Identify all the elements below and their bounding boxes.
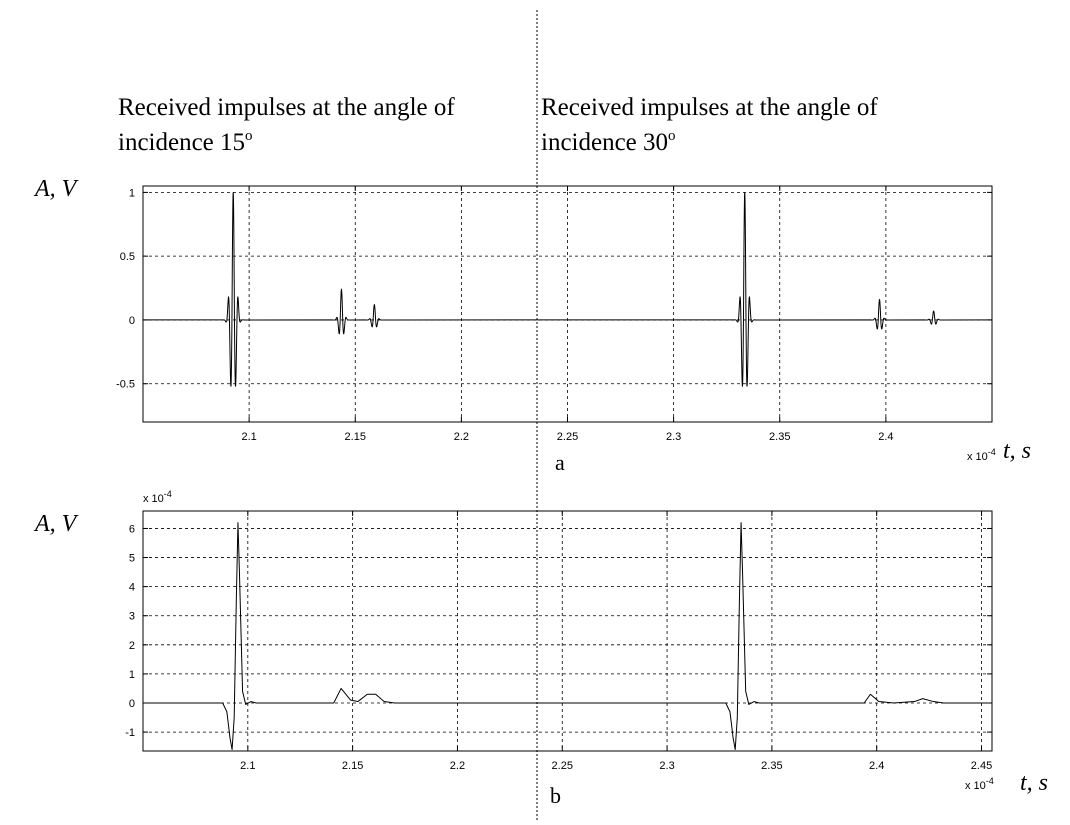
panel-b-ylabel: A, V [33, 511, 79, 537]
caption-left-line2: incidence 15o [118, 128, 253, 156]
panel-a-letter: a [555, 450, 565, 475]
panel-b-y-multiplier: x 10-4 [143, 489, 172, 505]
panel-a-grid [143, 186, 992, 422]
y-tick-label: 4 [129, 582, 135, 594]
panel-a-ylabel: A, V [33, 176, 79, 202]
y-tick-label: 3 [129, 611, 135, 623]
x-tick-label: 2.35 [769, 431, 790, 443]
panel-b-letter: b [550, 783, 561, 808]
caption-right-line2: incidence 30o [541, 128, 676, 156]
panel-a-xlabel: t, s [1003, 438, 1031, 464]
x-tick-label: 2.25 [557, 431, 578, 443]
panel-b-x-multiplier: x 10-4 [965, 776, 994, 792]
caption-right-line1: Received impulses at the angle of [541, 94, 878, 121]
y-tick-label: 5 [129, 553, 135, 565]
panel-a-ticks: 2.1 2.15 2.2 2.25 2.3 2.35 2.4 -0.5 0 0.5 1 [116, 186, 992, 443]
y-tick-label: 1 [129, 187, 135, 199]
envelope-line [143, 522, 992, 751]
panel-b-xlabel: t, s [1020, 770, 1048, 796]
y-tick-label: 6 [129, 523, 135, 535]
x-tick-label: 2.15 [342, 760, 363, 772]
x-tick-label: 2.15 [345, 431, 366, 443]
x-tick-label: 2.4 [869, 760, 884, 772]
y-tick-label: 0 [129, 315, 135, 327]
y-tick-label: 2 [129, 640, 135, 652]
x-tick-label: 2.25 [552, 760, 573, 772]
y-tick-label: -0.5 [116, 379, 135, 391]
panel-b-envelope [143, 522, 992, 751]
y-tick-label: -1 [125, 727, 135, 739]
y-tick-label: 1 [129, 669, 135, 681]
y-tick-label: 0 [129, 698, 135, 710]
x-tick-label: 2.4 [878, 431, 893, 443]
panel-a-signal [143, 192, 993, 387]
x-tick-label: 2.1 [241, 431, 256, 443]
panel-b: 2.1 2.15 2.2 2.25 2.3 2.35 2.4 2.45 -1 0 1 2 3 4 5 6 A,… [33, 489, 1048, 808]
caption-left-line1: Received impulses at the angle of [118, 94, 455, 121]
x-tick-label: 2.2 [450, 760, 465, 772]
panel-b-grid [143, 511, 992, 751]
y-tick-label: 0.5 [120, 251, 135, 263]
x-tick-label: 2.1 [240, 760, 255, 772]
x-tick-label: 2.3 [666, 431, 681, 443]
panel-b-frame [142, 510, 993, 752]
panel-a: 2.1 2.15 2.2 2.25 2.3 2.35 2.4 -0.5 0 0.5 1 A, V t… [33, 176, 1031, 475]
signal-line [143, 192, 993, 387]
panel-b-ticks: 2.1 2.15 2.2 2.25 2.3 2.35 2.4 2.45 -1 0 1 2 3 4 5 6 [125, 511, 992, 772]
x-tick-label: 2.3 [659, 760, 674, 772]
x-tick-label: 2.2 [454, 431, 469, 443]
panel-a-x-multiplier: x 10-4 [967, 447, 996, 463]
x-tick-label: 2.45 [971, 760, 992, 772]
x-tick-label: 2.35 [761, 760, 782, 772]
